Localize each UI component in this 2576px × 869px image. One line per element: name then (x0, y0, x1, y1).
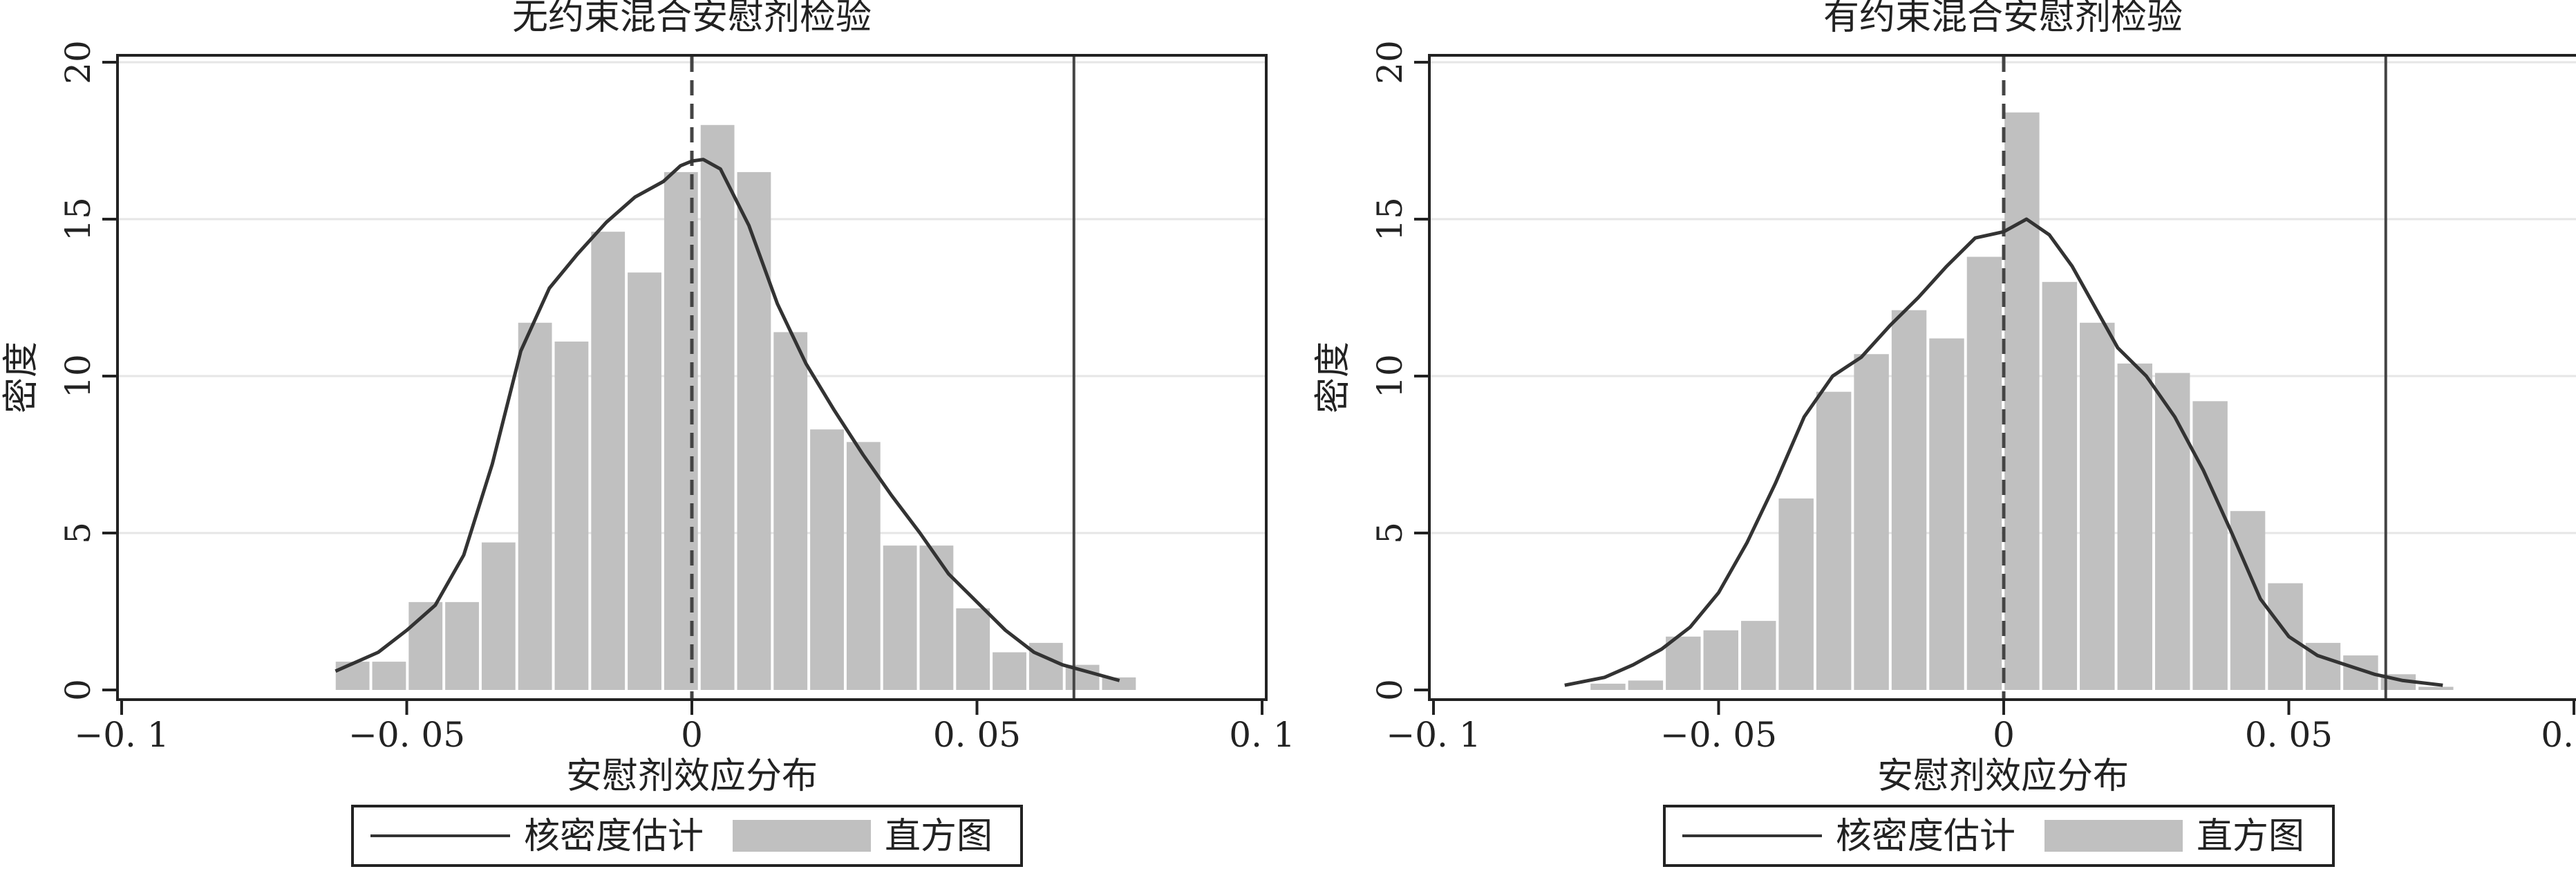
right-histogram-bar (2117, 363, 2152, 690)
right-histogram-bar (1929, 338, 1964, 690)
left-histogram-bar (919, 545, 954, 690)
right-legend-kde-label: 核密度估计 (1836, 816, 2015, 857)
right-x-tick-label: 0. 05 (2245, 715, 2333, 755)
right-histogram-bar (1703, 630, 1739, 690)
left-histogram-bar (993, 652, 1026, 690)
right-x-tick-label: 0. 1 (2541, 715, 2576, 755)
right-y-tick-label: 15 (1370, 197, 1410, 241)
right-kde-curve (1564, 217, 2443, 687)
left-y-tick-label: 5 (58, 522, 98, 544)
left-histogram-bar (883, 545, 917, 690)
right-histogram-bar (1854, 354, 1889, 690)
left-y-axis-label: 密度 (1, 342, 42, 413)
left-histogram-bar (1102, 677, 1136, 690)
right-histogram-bar (1590, 683, 1626, 690)
left-x-tick-label: 0. 05 (933, 715, 1021, 755)
right-legend: 核密度估计 直方图 (1663, 805, 2335, 867)
left-histogram-bar (445, 601, 479, 690)
right-histogram-bar (2080, 322, 2115, 690)
left-legend: 核密度估计 直方图 (351, 805, 1023, 867)
left-histogram-bar (737, 171, 771, 690)
left-x-tick-label: 0. 1 (1229, 715, 1295, 755)
left-histogram-bar (554, 342, 589, 690)
right-histogram-bar (1816, 391, 1852, 690)
right-histogram-bar (1666, 636, 1701, 690)
right-x-tick-label: −0. 1 (1386, 715, 1480, 755)
left-plot-area (119, 57, 1265, 698)
left-histogram-bar (628, 272, 661, 690)
left-histogram-bar (773, 332, 808, 690)
left-legend-hist-label: 直方图 (885, 816, 993, 857)
left-histogram-bar (335, 662, 370, 690)
right-histogram-bar (1741, 621, 1776, 690)
left-histogram-bar (591, 232, 626, 690)
left-histogram-bar (408, 601, 443, 690)
right-plot-area (1431, 57, 2576, 698)
right-histogram-bar (1891, 310, 1927, 690)
right-x-axis-label: 安慰剂效应分布 (1877, 756, 2129, 797)
left-histogram-bar (810, 429, 844, 690)
left-legend-hist-swatch (733, 820, 871, 852)
right-y-tick-label: 0 (1370, 679, 1410, 701)
right-y-tick-label: 5 (1370, 522, 1410, 544)
right-histogram-bar (1628, 680, 1664, 690)
left-x-axis-label: 安慰剂效应分布 (566, 756, 818, 797)
right-histogram-bar (2042, 281, 2078, 690)
left-histogram-bar (518, 322, 552, 690)
left-histogram-bar (846, 442, 881, 690)
left-y-tick-label: 15 (58, 197, 98, 241)
right-histogram-bar (2154, 373, 2190, 690)
left-histogram-bar (700, 124, 735, 691)
right-histogram-bar (1966, 256, 2002, 691)
left-panel: 无约束混合安慰剂检验 安慰剂效应分布 密度 核密度估计 直方图 (1, 0, 1268, 867)
left-y-tick-label: 10 (58, 354, 98, 398)
left-histogram-bar (956, 608, 990, 690)
right-histogram-bar (1778, 498, 1814, 690)
right-y-axis-label: 密度 (1313, 342, 1354, 413)
right-histogram-bar (2268, 583, 2303, 690)
right-legend-hist-label: 直方图 (2197, 816, 2304, 857)
left-y-tick-label: 0 (58, 679, 98, 701)
left-histogram-bar (372, 662, 406, 690)
left-legend-box (351, 805, 1023, 867)
left-x-tick-label: 0 (681, 715, 703, 755)
right-panel: 有约束混合安慰剂检验 安慰剂效应分布 密度 核密度估计 直方图 (1313, 0, 2576, 867)
right-histogram-bar (2192, 401, 2228, 690)
left-kde-curve (335, 158, 1120, 682)
left-x-tick-label: −0. 1 (74, 715, 169, 755)
right-histogram-bar (2004, 112, 2040, 690)
right-chart-title: 有约束混合安慰剂检验 (1823, 0, 2183, 38)
left-histogram-bar (481, 542, 516, 690)
right-x-tick-label: −0. 05 (1660, 715, 1777, 755)
right-x-tick-label: 0 (1993, 715, 2015, 755)
right-y-tick-label: 10 (1370, 354, 1410, 398)
right-y-tick-label: 20 (1370, 40, 1410, 84)
left-histogram-bar (1028, 642, 1063, 690)
left-x-tick-label: −0. 05 (348, 715, 465, 755)
right-histogram-bar (2418, 686, 2454, 690)
left-legend-kde-label: 核密度估计 (524, 816, 704, 857)
left-chart-title: 无约束混合安慰剂检验 (512, 0, 872, 38)
left-y-tick-label: 20 (58, 40, 98, 84)
right-legend-hist-swatch (2044, 820, 2183, 852)
